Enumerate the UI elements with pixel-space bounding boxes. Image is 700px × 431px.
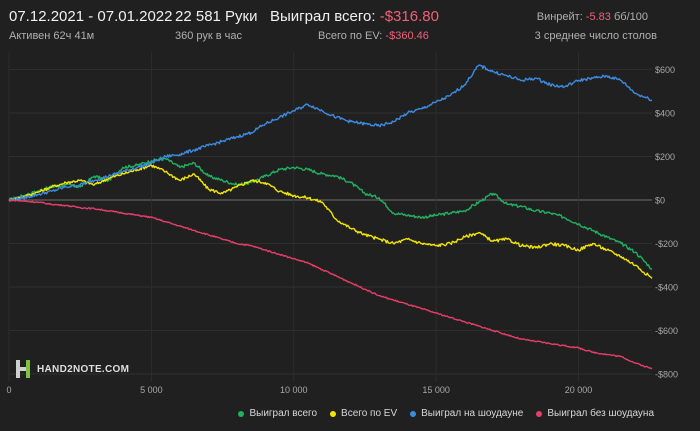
legend-item-won-total[interactable]: Выиграл всего xyxy=(238,408,317,419)
legend-label: Всего по EV xyxy=(341,408,398,419)
ev-total-label: Всего по EV: xyxy=(318,30,383,42)
series-line-4 xyxy=(9,199,653,370)
y-tick-label: -$400 xyxy=(655,283,678,293)
won-total-label: Выиграл всего: xyxy=(270,8,376,25)
ev-total-value: -$360.46 xyxy=(385,30,429,42)
winrate: Винрейт: -5.83 бб/100 xyxy=(537,11,648,23)
y-tick-label: $0 xyxy=(655,196,665,206)
x-tick-label: 0 xyxy=(6,385,11,395)
hands-per-hour: 360 рук в час xyxy=(175,30,243,42)
logo-text: HAND2NOTE.COM xyxy=(37,363,130,375)
y-tick-label: -$200 xyxy=(655,239,678,249)
legend-label: Выиграл всего xyxy=(249,408,318,419)
y-tick-label: $200 xyxy=(655,152,675,162)
x-tick-label: 10 000 xyxy=(280,385,308,395)
date-range: 07.12.2021 - 07.01.2022 xyxy=(9,8,173,25)
winrate-label: Винрейт: xyxy=(536,11,583,23)
legend-dot-won-total xyxy=(238,410,245,417)
legend-label: Выиграл без шоудауна xyxy=(547,408,654,419)
series-line-2 xyxy=(8,164,653,279)
winrate-value: -5.83 xyxy=(585,11,611,23)
legend-dot-ev-total xyxy=(330,410,337,417)
legend-item-ev-total[interactable]: Всего по EV xyxy=(330,408,397,419)
x-tick-label: 15 000 xyxy=(422,385,450,395)
ev-total: Всего по EV: -$360.46 xyxy=(318,30,429,42)
legend-item-showdown[interactable]: Выиграл на шоудауне xyxy=(410,408,523,419)
x-tick-label: 5 000 xyxy=(140,385,163,395)
won-total: Выиграл всего: -$316.80 xyxy=(270,8,439,25)
hand2note-logo: HAND2NOTE.COM xyxy=(15,360,129,378)
profit-chart: $600 $400 $200 $0 -$200 -$400 -$600 -$800 0 5 000… xyxy=(6,52,678,395)
legend-dot-non-showdown xyxy=(536,410,543,417)
chart-legend: Выиграл всего Всего по EV Выиграл на шоу… xyxy=(238,408,654,419)
y-tick-label: $600 xyxy=(655,65,675,75)
y-tick-label: $400 xyxy=(655,109,675,119)
y-tick-label: -$800 xyxy=(655,370,678,380)
legend-dot-showdown xyxy=(410,410,417,417)
hands-count: 22 581 Руки xyxy=(175,8,258,25)
y-tick-label: -$600 xyxy=(655,326,678,336)
active-time: Активен 62ч 41м xyxy=(9,30,95,42)
winrate-unit: бб/100 xyxy=(613,11,648,23)
hand2note-logo-icon xyxy=(15,360,31,378)
series-line-1 xyxy=(8,157,653,270)
legend-item-non-showdown[interactable]: Выиграл без шоудауна xyxy=(536,408,654,419)
avg-tables: 3 среднее число столов xyxy=(534,30,657,42)
won-total-value: -$316.80 xyxy=(379,8,439,25)
x-tick-label: 20 000 xyxy=(565,385,593,395)
legend-label: Выиграл на шоудауне xyxy=(421,408,524,419)
series-line-3 xyxy=(8,64,653,202)
